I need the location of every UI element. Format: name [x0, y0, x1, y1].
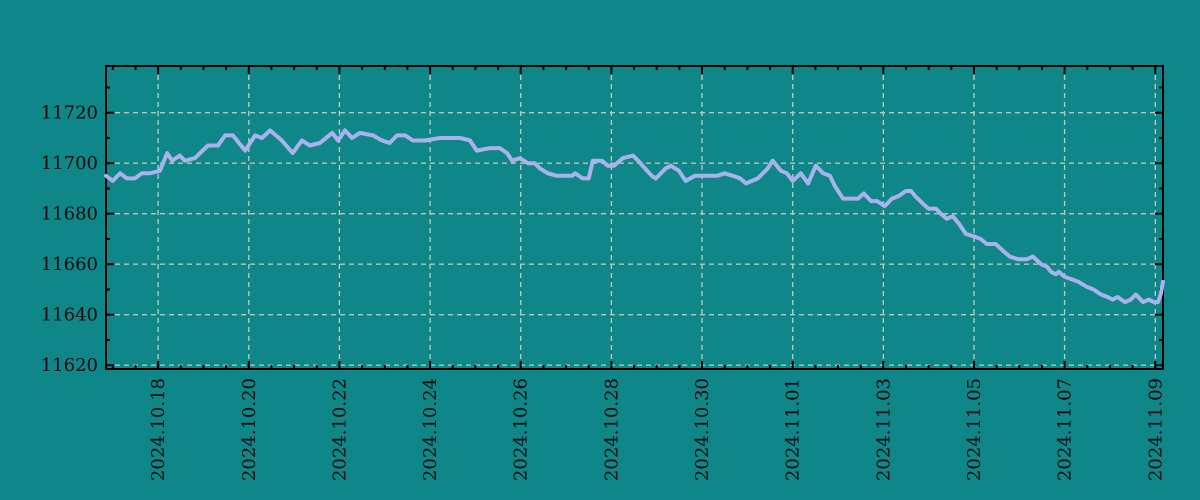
x-tick-label: 2024.11.07	[1055, 378, 1076, 481]
x-tick-label: 2024.10.24	[420, 378, 441, 481]
gridlines	[106, 66, 1163, 369]
y-tick-label: 11700	[41, 153, 98, 174]
x-tick-label: 2024.10.20	[239, 378, 260, 481]
x-tick-label: 2024.10.30	[692, 378, 713, 481]
x-tick-label: 2024.10.18	[148, 378, 169, 481]
y-axis-tick-labels: 11620 11640 11660 11680 11700 11720	[41, 103, 98, 377]
y-tick-label: 11640	[41, 305, 98, 326]
x-tick-label: 2024.11.05	[964, 378, 985, 481]
y-tick-label: 11660	[41, 254, 98, 275]
x-axis-tick-labels: 2024.10.18 2024.10.20 2024.10.22 2024.10.24…	[148, 378, 1166, 481]
x-tick-label: 2024.10.22	[329, 378, 350, 481]
x-tick-label: 2024.10.26	[511, 378, 532, 481]
x-tick-label: 2024.11.01	[783, 378, 804, 481]
y-tick-label: 11680	[41, 204, 98, 225]
x-tick-label: 2024.11.03	[873, 378, 894, 481]
y-tick-label: 11620	[41, 355, 98, 376]
line-series	[104, 128, 1165, 305]
x-tick-label: 2024.11.09	[1145, 378, 1166, 481]
y-tick-label: 11720	[41, 103, 98, 124]
x-tick-label: 2024.10.28	[601, 378, 622, 481]
plot-border	[105, 65, 1164, 370]
